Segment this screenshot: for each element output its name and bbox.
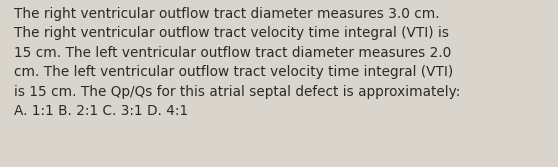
Text: The right ventricular outflow tract diameter measures 3.0 cm.
The right ventricu: The right ventricular outflow tract diam…: [14, 7, 460, 118]
